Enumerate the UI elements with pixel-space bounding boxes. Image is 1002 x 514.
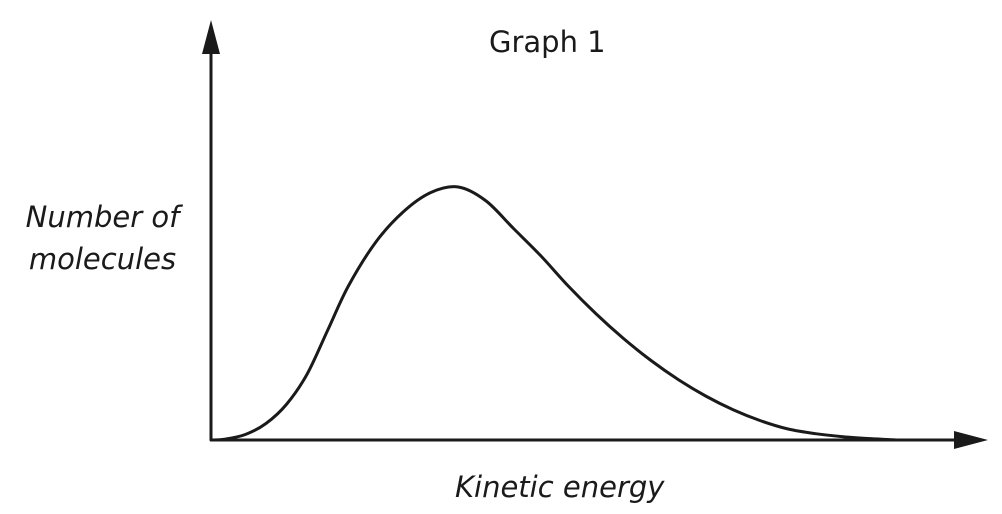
axes: [202, 20, 988, 449]
y-axis-arrowhead: [202, 20, 220, 54]
x-axis-label: Kinetic energy: [455, 470, 665, 504]
chart-title: Graph 1: [489, 25, 606, 59]
y-axis-label: Number of molecules: [10, 196, 195, 280]
series-curve: [209, 185, 900, 442]
y-axis-label-line-1: Number of: [25, 200, 180, 234]
x-axis-arrowhead: [954, 431, 988, 449]
y-axis-label-line-2: molecules: [28, 242, 177, 276]
